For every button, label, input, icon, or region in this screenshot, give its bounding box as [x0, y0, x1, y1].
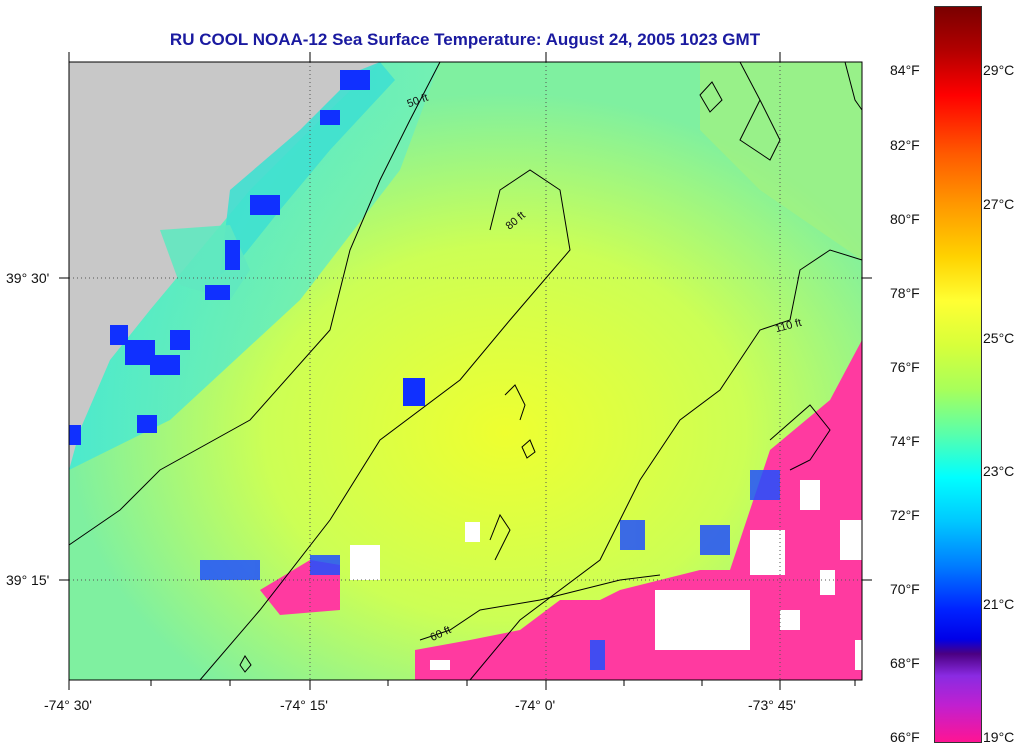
temperature-colorbar — [934, 6, 982, 743]
fahrenheit-tick: 82°F — [890, 137, 920, 153]
x-tick-label: -73° 45' — [748, 697, 796, 713]
graticule — [69, 62, 862, 680]
celsius-tick: 27°C — [983, 196, 1015, 212]
fahrenheit-tick: 80°F — [890, 211, 920, 227]
map-title: RU COOL NOAA-12 Sea Surface Temperature:… — [169, 30, 761, 49]
bathymetry-contours — [68, 61, 863, 681]
cold-upwelling-region — [560, 340, 862, 680]
fahrenheit-tick: 68°F — [890, 655, 920, 671]
fahrenheit-tick: 84°F — [890, 62, 920, 78]
fahrenheit-tick: 72°F — [890, 507, 920, 523]
map-frame — [68, 61, 863, 681]
x-tick-label: -74° 30' — [44, 697, 92, 713]
celsius-tick: 23°C — [983, 463, 1015, 479]
fahrenheit-tick: 76°F — [890, 359, 920, 375]
fahrenheit-tick: 78°F — [890, 285, 920, 301]
celsius-tick: 19°C — [983, 729, 1015, 745]
celsius-tick: 25°C — [983, 330, 1015, 346]
x-tick-label: -74° 15' — [280, 697, 328, 713]
fahrenheit-tick: 70°F — [890, 581, 920, 597]
y-tick-label: 39° 15' — [6, 572, 50, 588]
celsius-tick: 29°C — [983, 62, 1015, 78]
x-tick-label: -74° 0' — [515, 697, 556, 713]
fahrenheit-tick: 66°F — [890, 729, 920, 745]
celsius-tick: 21°C — [983, 596, 1015, 612]
fahrenheit-tick: 74°F — [890, 433, 920, 449]
cold-coastal-pixels — [69, 70, 425, 445]
y-tick-label: 39° 30' — [6, 270, 50, 286]
cloud-pixels — [350, 480, 862, 670]
land-new-jersey — [69, 62, 380, 470]
